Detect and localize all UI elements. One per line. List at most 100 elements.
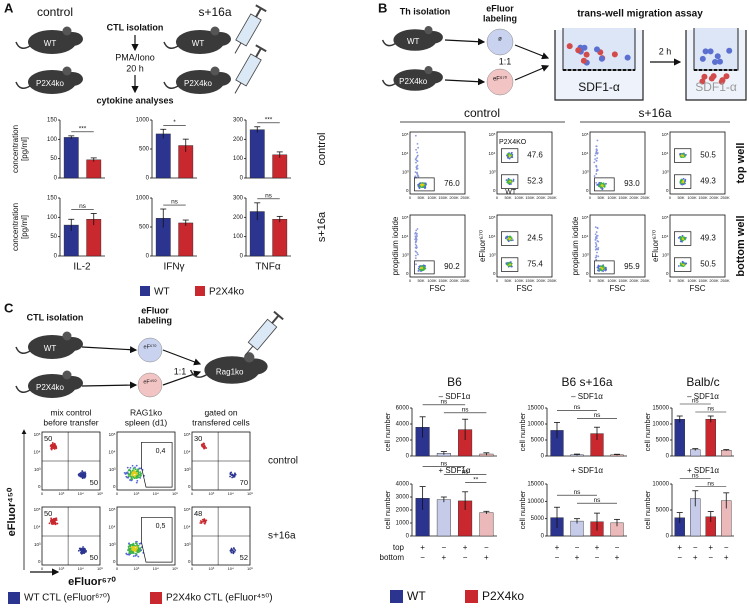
event-dot	[604, 269, 607, 272]
row-label: s+16a	[268, 531, 296, 542]
flow-x-tick: 150K	[525, 195, 535, 200]
cell	[726, 47, 733, 54]
gate	[674, 174, 692, 189]
assay-title: trans-well migration assay	[577, 9, 703, 20]
mouse-label: P2X4ko	[36, 383, 65, 392]
flow-x-tick: 200K	[536, 195, 546, 200]
step: eFluor	[486, 3, 514, 13]
step: labeling	[483, 13, 517, 23]
legend-swatch	[150, 592, 162, 604]
syringe-barrel	[235, 53, 262, 87]
event-dot	[596, 152, 599, 155]
event-dot	[52, 518, 55, 521]
step: Th isolation	[400, 6, 451, 16]
sign: −	[708, 553, 713, 562]
event-dot	[128, 553, 131, 556]
event-dot	[53, 443, 56, 446]
flow-x-tick: 100K	[427, 278, 437, 283]
event-dot	[679, 264, 682, 267]
event-dot	[420, 184, 423, 187]
sign: +	[595, 543, 600, 552]
y-tick-label: 0	[240, 176, 244, 182]
event-dot	[205, 519, 208, 522]
bar	[63, 137, 79, 179]
group-title: control	[37, 5, 73, 19]
flow-y-tick: 10⁴	[402, 151, 409, 156]
cell	[593, 46, 600, 53]
sig-label: ns	[462, 407, 470, 414]
event-dot	[127, 549, 129, 551]
event-dot	[593, 161, 596, 164]
bar	[272, 154, 288, 179]
event-dot	[56, 522, 59, 525]
cell	[702, 48, 709, 55]
sig-label: ns	[79, 203, 87, 210]
event-dot	[414, 235, 417, 238]
sig-label: ns	[440, 460, 448, 467]
event-dot	[229, 549, 232, 552]
column-header: mix control	[50, 407, 91, 417]
y-tick-label: 4000	[396, 482, 410, 488]
event-dot	[417, 269, 420, 272]
event-dot	[597, 255, 600, 258]
event-dot	[133, 469, 136, 472]
event-dot	[681, 153, 684, 155]
event-dot	[134, 549, 136, 552]
arrow	[514, 44, 550, 60]
syringe-needle	[234, 42, 242, 54]
y-tick-label: 0	[666, 534, 670, 540]
flow-x-tick: 0	[191, 491, 194, 496]
y-axis-label: [pg/ml]	[20, 215, 29, 239]
event-dot	[680, 178, 683, 181]
ratio: 1:1	[174, 366, 187, 376]
event-dot	[416, 251, 419, 254]
event-dot	[415, 159, 418, 162]
mouse-label: P2X4ko	[184, 79, 213, 88]
flow-y-tick: 0	[586, 271, 589, 276]
event-dot	[80, 471, 82, 474]
step: labeling	[138, 315, 172, 325]
event-dot	[596, 139, 599, 142]
event-dot	[417, 253, 419, 256]
event-dot	[231, 476, 234, 479]
cell	[723, 73, 730, 80]
gate-value: 95.9	[624, 262, 640, 271]
flow-y-tick: 0	[113, 484, 116, 489]
gate-value: 90.2	[444, 262, 460, 271]
event-dot	[510, 262, 513, 265]
event-dot	[595, 181, 598, 184]
bar	[436, 499, 451, 537]
event-dot	[232, 550, 235, 553]
flow-x-tick: 10⁵	[172, 566, 178, 571]
event-dot	[677, 265, 680, 267]
event-dot	[595, 243, 598, 246]
gate	[594, 177, 615, 192]
flow-x-tick: 250K	[720, 278, 730, 283]
flow-x-tick: 0	[496, 195, 499, 200]
gate-annotation: WT	[505, 189, 517, 196]
gate	[501, 231, 519, 246]
syringe	[234, 44, 267, 94]
event-dot	[418, 185, 421, 187]
flow-y-tick: 10⁴	[402, 234, 409, 239]
flow-x-tick: 10³	[58, 491, 64, 496]
sign: +	[442, 553, 447, 562]
event-dot	[595, 237, 598, 240]
labeled-cells	[486, 68, 514, 96]
flow-plot	[496, 131, 553, 195]
flow-y-tick: 10³	[489, 170, 496, 175]
flow-x-tick: 0	[669, 278, 672, 283]
event-dot	[596, 168, 598, 171]
event-dot	[596, 251, 598, 254]
sig-label: ns	[707, 406, 715, 413]
flow-x-tick: 250K	[460, 278, 470, 283]
event-dot	[50, 522, 53, 525]
x-axis-label: FSC	[610, 284, 626, 293]
event-dot	[600, 186, 602, 189]
event-dot	[423, 268, 425, 270]
sig-label: ns	[440, 399, 448, 406]
flow-plot	[589, 214, 646, 278]
event-dot	[679, 153, 682, 156]
event-dot	[512, 180, 515, 182]
condition-label: + SDF1α	[439, 466, 471, 475]
